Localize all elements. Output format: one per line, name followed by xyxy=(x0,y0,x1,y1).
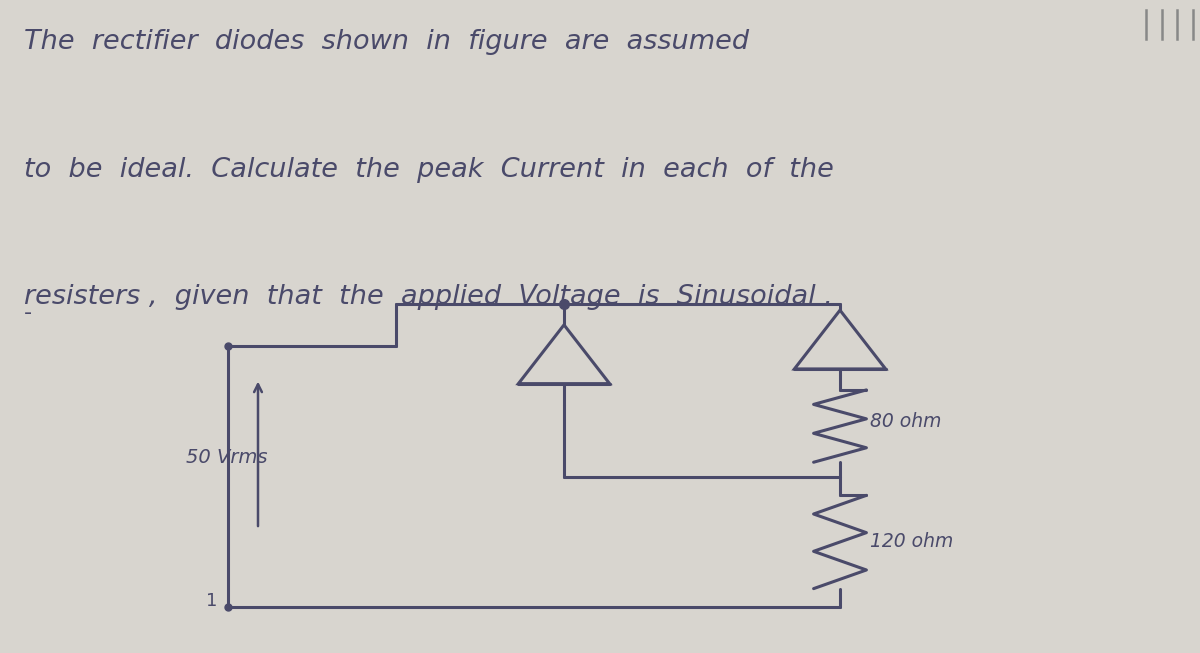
Text: The  rectifier  diodes  shown  in  figure  are  assumed: The rectifier diodes shown in figure are… xyxy=(24,29,749,56)
Text: 120 ohm: 120 ohm xyxy=(870,532,953,552)
Text: -: - xyxy=(24,304,32,323)
Text: 80 ohm: 80 ohm xyxy=(870,411,941,431)
Text: 50 Vrms: 50 Vrms xyxy=(186,447,268,467)
Text: 1: 1 xyxy=(206,592,217,610)
Text: resisters ,  given  that  the  applied  Voltage  is  Sinusoidal .: resisters , given that the applied Volta… xyxy=(24,284,833,310)
Text: to  be  ideal.  Calculate  the  peak  Current  in  each  of  the: to be ideal. Calculate the peak Current … xyxy=(24,157,834,183)
